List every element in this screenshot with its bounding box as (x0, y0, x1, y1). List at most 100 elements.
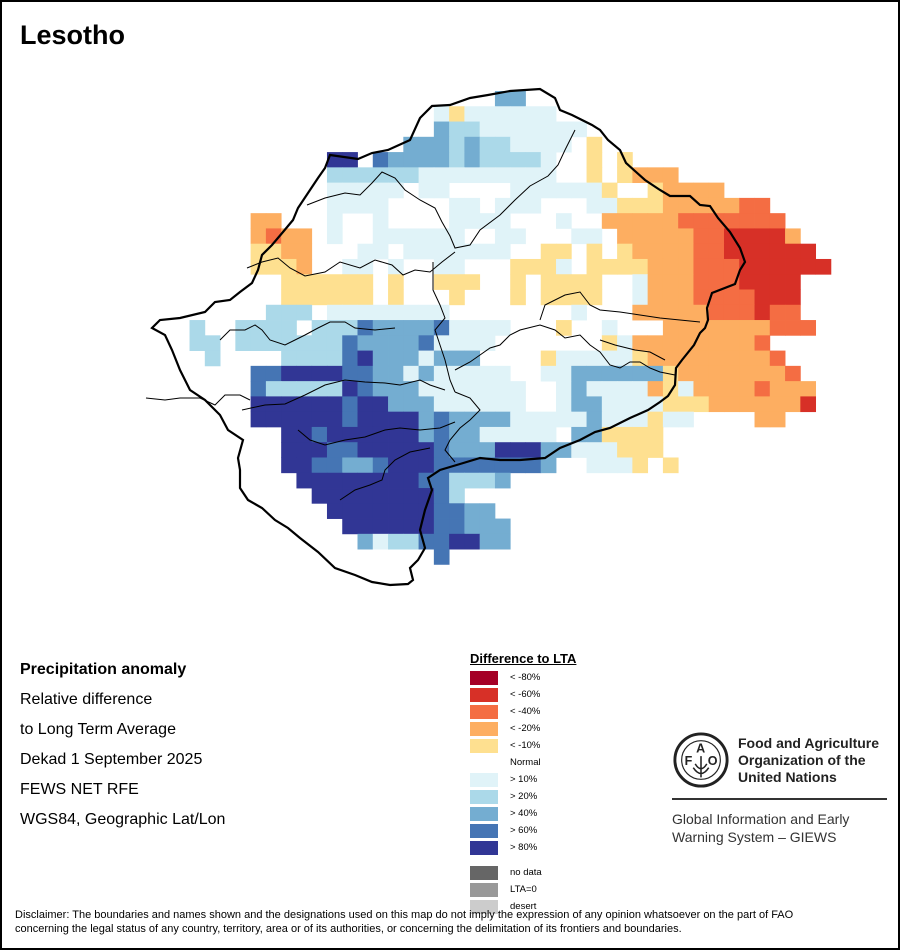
anomaly-cell (418, 243, 435, 260)
anomaly-cell (494, 213, 511, 229)
anomaly-cell (433, 182, 450, 199)
anomaly-cell (433, 488, 450, 504)
anomaly-cell (449, 258, 465, 275)
anomaly-cell (739, 365, 755, 382)
anomaly-cell (556, 350, 572, 367)
anomaly-cell (433, 426, 450, 443)
anomaly-cell (632, 213, 649, 229)
anomaly-cell (693, 213, 710, 229)
anomaly-cell (785, 381, 801, 397)
anomaly-cell (388, 289, 404, 306)
anomaly-cell (464, 442, 481, 458)
anomaly-cell (662, 396, 679, 413)
anomaly-cell (357, 274, 374, 290)
anomaly-cell (586, 258, 603, 275)
anomaly-cell (678, 228, 694, 245)
anomaly-cell (494, 228, 511, 245)
anomaly-cell (556, 381, 572, 397)
anomaly-cell (342, 167, 358, 184)
anomaly-cell (388, 365, 404, 382)
anomaly-cell (769, 228, 786, 245)
info-line: to Long Term Average (20, 721, 176, 738)
anomaly-cell (326, 488, 343, 504)
anomaly-cell (357, 182, 374, 199)
anomaly-cell (326, 426, 343, 443)
legend-label: > 40% (510, 808, 538, 819)
anomaly-cell (296, 289, 313, 306)
anomaly-cell (647, 258, 664, 275)
anomaly-cell (433, 152, 450, 168)
anomaly-cell (342, 457, 358, 474)
anomaly-cell (586, 442, 603, 458)
anomaly-cell (769, 258, 786, 275)
anomaly-cell (296, 411, 313, 428)
anomaly-cell (464, 381, 481, 397)
anomaly-cell (281, 411, 297, 428)
map-info-panel: Precipitation anomaly Relative differenc… (20, 655, 225, 835)
anomaly-cell (678, 304, 694, 321)
anomaly-cell (556, 258, 572, 275)
legend-swatch (470, 806, 498, 821)
anomaly-cell (326, 442, 343, 458)
anomaly-cell (418, 396, 435, 413)
anomaly-cell (754, 228, 771, 245)
anomaly-cell (372, 503, 389, 519)
legend-label: < -80% (510, 672, 541, 683)
anomaly-cell (662, 457, 679, 474)
anomaly-cell (510, 274, 526, 290)
giews-line: Global Information and Early (672, 811, 850, 827)
anomaly-cell (342, 152, 358, 168)
anomaly-cell (357, 442, 374, 458)
anomaly-cell (571, 182, 587, 199)
anomaly-cell (632, 274, 649, 290)
anomaly-cell (617, 442, 633, 458)
anomaly-cell (617, 243, 633, 260)
anomaly-cell (296, 274, 313, 290)
anomaly-cell (296, 243, 313, 260)
anomaly-cell (418, 136, 435, 153)
anomaly-cell (754, 258, 771, 275)
anomaly-cell (647, 243, 664, 260)
anomaly-cell (525, 411, 542, 428)
anomaly-cell (357, 243, 374, 260)
anomaly-cell (662, 274, 679, 290)
anomaly-cell (556, 136, 572, 153)
anomaly-cell (281, 350, 297, 367)
anomaly-cell (647, 335, 664, 351)
anomaly-cell (662, 350, 679, 367)
anomaly-cell (265, 381, 282, 397)
anomaly-cell (632, 381, 649, 397)
anomaly-cell (372, 381, 389, 397)
anomaly-cell (388, 320, 404, 336)
anomaly-cell (464, 411, 481, 428)
anomaly-cell (388, 426, 404, 443)
district-boundary (297, 421, 456, 446)
anomaly-cell (693, 258, 710, 275)
map-title: Lesotho (20, 20, 125, 50)
anomaly-cell (601, 213, 618, 229)
anomaly-cell (464, 243, 481, 260)
legend-label: > 10% (510, 774, 538, 785)
anomaly-cell (678, 274, 694, 290)
anomaly-cell (388, 533, 404, 550)
anomaly-cell (418, 457, 435, 474)
anomaly-cell (265, 243, 282, 260)
anomaly-cell (632, 289, 649, 306)
anomaly-cell (678, 197, 694, 214)
anomaly-cell (235, 335, 252, 351)
anomaly-cell (617, 213, 633, 229)
anomaly-cell (647, 442, 664, 458)
anomaly-cell (571, 365, 587, 382)
anomaly-cell (311, 289, 328, 306)
anomaly-cell (311, 274, 328, 290)
anomaly-cell (556, 182, 572, 199)
anomaly-cell (326, 457, 343, 474)
anomaly-cell (433, 274, 450, 290)
admin-boundaries (145, 87, 747, 587)
anomaly-cell (464, 518, 481, 535)
anomaly-cell (754, 396, 771, 413)
anomaly-cell (647, 274, 664, 290)
anomaly-cell (601, 350, 618, 367)
anomaly-cell (601, 396, 618, 413)
anomaly-cell (479, 365, 496, 382)
